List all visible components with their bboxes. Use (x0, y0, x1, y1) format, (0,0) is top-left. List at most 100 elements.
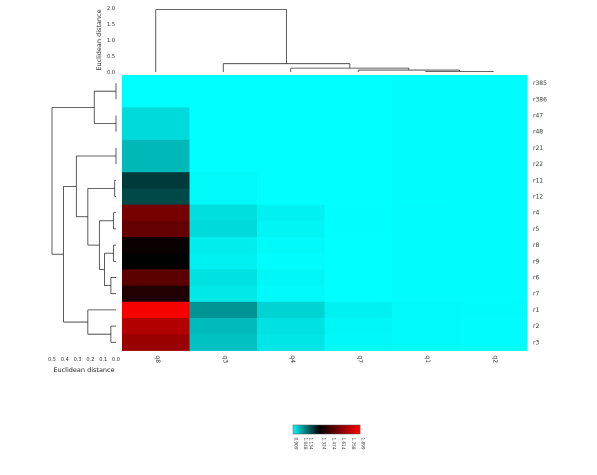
color-key-swatch-12 (313, 425, 316, 434)
heatmap-cell-r48-q2 (459, 123, 528, 141)
row-label-r386: r386 (533, 96, 547, 103)
heatmap-cell-r8-q1 (392, 237, 460, 254)
heatmap-cell-r9-q7 (324, 253, 393, 270)
column-label-q1: q1 (424, 355, 431, 363)
heatmap-cell-r385-q4 (257, 75, 325, 92)
color-key: 0.909 1.048 1.134 1.324 1.474 1.614 1.758 1.899 (292, 424, 366, 450)
heatmap-cell-r7-q8 (122, 285, 190, 303)
color-key-label-4: 1.474 (332, 438, 337, 450)
heatmap-cell-r8-q7 (324, 237, 393, 254)
column-dendrogram-axis-title: Euclidean distance (95, 9, 103, 70)
heatmap-cell-r6-q7 (324, 269, 393, 287)
color-key-swatch-23 (331, 425, 334, 434)
color-key-swatch-2 (296, 425, 299, 434)
heatmap-cell-r11-q3 (189, 172, 258, 189)
heatmap-cell-r22-q3 (189, 156, 258, 173)
heatmap-cell-r2-q7 (324, 318, 393, 335)
heatmap-cell-r47-q4 (257, 107, 325, 125)
row-dendrogram-axis: Euclidean distance 0.5 0.4 0.3 0.2 0.1 0.0 (48, 357, 120, 374)
color-key-swatch-17 (321, 425, 324, 434)
heatmap-cell-r11-q7 (324, 172, 393, 189)
column-dendrogram-axis: Euclidean distance 0.0 0.5 1.0 1.5 2.0 (95, 6, 115, 76)
color-key-swatch-0 (293, 425, 295, 434)
heatmap-cell-r22-q8 (122, 156, 190, 173)
heatmap-cell-r22-q4 (257, 156, 325, 173)
row-label-r48: r48 (533, 129, 543, 136)
heatmap-cell-r47-q3 (189, 107, 258, 125)
heatmap-cell-r7-q1 (392, 285, 460, 303)
heatmap-cell-r4-q4 (257, 204, 325, 222)
heatmap-cell-r47-q2 (459, 107, 528, 125)
heatmap-cell-r1-q3 (189, 301, 258, 319)
column-dendrogram-tick-label-4: 2.0 (107, 6, 115, 12)
color-key-label-1: 1.048 (303, 438, 308, 450)
color-key-swatch-3 (298, 425, 300, 434)
color-key-swatch-9 (308, 425, 311, 434)
heatmap-cell-r9-q4 (257, 253, 325, 270)
color-key-swatch-33 (348, 425, 351, 434)
heatmap-cell-r386-q1 (392, 91, 460, 108)
heatmap-cell-r21-q4 (257, 139, 325, 157)
heatmap-cell-r385-q2 (459, 75, 528, 92)
color-key-swatch-32 (346, 425, 349, 434)
color-key-swatch-35 (351, 425, 354, 434)
row-label-r5: r5 (533, 226, 539, 233)
heatmap-cell-r1-q7 (324, 301, 393, 319)
heatmap-cell-r12-q8 (122, 188, 190, 206)
heatmap-cell-r4-q7 (324, 204, 393, 222)
row-label-r6: r6 (533, 275, 539, 282)
heatmap-cell-r386-q4 (257, 91, 325, 108)
heatmap-cell-r5-q7 (324, 220, 393, 238)
row-label-r9: r9 (533, 258, 539, 265)
color-key-swatch-20 (326, 425, 329, 434)
row-label-r2: r2 (533, 323, 539, 330)
heatmap-cell-r6-q2 (459, 269, 528, 287)
color-key-swatch-28 (339, 425, 342, 434)
heatmap-cell-r3-q3 (189, 334, 258, 351)
heatmap-cell-r11-q8 (122, 172, 190, 189)
heatmap-cell-r6-q1 (392, 269, 460, 287)
heatmap-cell-r12-q1 (392, 188, 460, 206)
color-key-swatch-27 (338, 425, 341, 434)
column-label-q4: q4 (289, 355, 296, 363)
row-label-r47: r47 (533, 113, 543, 120)
heatmap-cell-r47-q7 (324, 107, 393, 125)
row-labels: r385 r386 r47 r48 r21 r22 r11 r12 r4 r5 r8 r9 r6 r7 r1… (533, 80, 547, 346)
color-key-swatch-21 (328, 425, 331, 434)
color-key-swatch-10 (309, 425, 312, 434)
heatmap-cell-r7-q7 (324, 285, 393, 303)
color-key-swatch-39 (358, 425, 361, 434)
heatmap-cell-r8-q4 (257, 237, 325, 254)
column-dendrogram (155, 9, 494, 72)
heatmap-cell-r385-q7 (324, 75, 393, 92)
color-key-swatch-7 (304, 425, 307, 434)
heatmap-cell-r3-q7 (324, 334, 393, 351)
heatmap-cell-r385-q8 (122, 75, 190, 92)
heatmap-cell-r3-q4 (257, 334, 325, 351)
heatmap-cell-r5-q4 (257, 220, 325, 238)
color-key-label-2: 1.134 (309, 438, 314, 450)
heatmap-cell-r2-q4 (257, 318, 325, 335)
row-label-r4: r4 (533, 210, 539, 217)
heatmap-cell-r9-q1 (392, 253, 460, 270)
heatmap-cell-r1-q8 (122, 301, 190, 319)
heatmap-cell-r1-q4 (257, 301, 325, 319)
color-key-swatch-37 (354, 425, 357, 434)
heatmap-cell-r7-q2 (459, 285, 528, 303)
heatmap-cell-r1-q1 (392, 301, 460, 319)
column-label-q8: q8 (154, 355, 161, 363)
heatmap-cell-r5-q1 (392, 220, 460, 238)
column-label-q3: q3 (221, 355, 228, 363)
row-label-r1: r1 (533, 307, 539, 314)
heatmap-cell-r6-q8 (122, 269, 190, 287)
row-dendrogram-tick-label-3: 0.2 (86, 357, 94, 363)
heatmap-cell-r12-q2 (459, 188, 528, 206)
row-label-r22: r22 (533, 161, 543, 168)
heatmap-cell-r2-q8 (122, 318, 190, 335)
color-key-swatch-6 (303, 425, 306, 434)
heatmap-cell-r11-q1 (392, 172, 460, 189)
color-key-swatch-31 (344, 425, 347, 434)
color-key-swatch-30 (343, 425, 346, 434)
heatmap-cell-r47-q8 (122, 107, 190, 125)
